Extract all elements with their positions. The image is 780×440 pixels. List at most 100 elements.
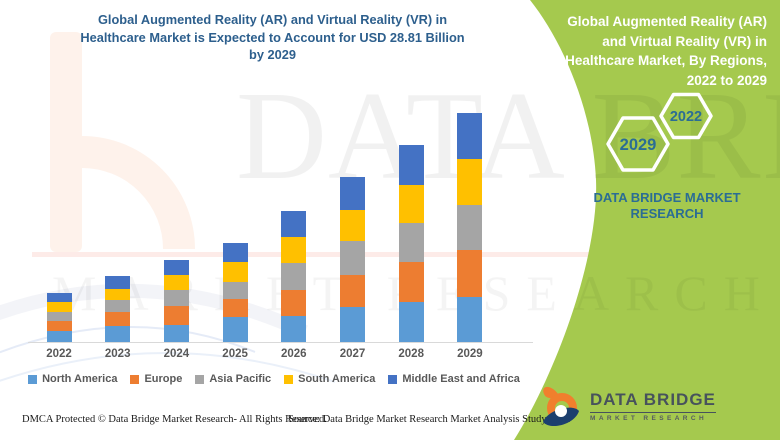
chart-title: Global Augmented Reality (AR) and Virtua… <box>0 11 545 64</box>
bar-2022-segment-asia-pacific <box>46 311 72 322</box>
logo-subtitle-text: MARKET RESEARCH <box>590 415 708 422</box>
bar-2024-segment-south-america <box>163 275 189 290</box>
bar-2028 <box>398 144 424 343</box>
x-axis-label-2026: 2026 <box>281 348 307 360</box>
bar-2024-segment-middle-east-and-africa <box>163 260 189 276</box>
bar-2029-segment-europe <box>457 250 483 298</box>
x-axis-label-2029: 2029 <box>457 348 483 360</box>
panel-heading-line-3: Healthcare Market, By Regions, <box>565 53 767 68</box>
x-axis-label-2024: 2024 <box>163 348 190 360</box>
legend-swatch-icon <box>388 374 398 384</box>
legend-label: Middle East and Africa <box>402 373 520 385</box>
panel-heading: Global Augmented Reality (AR) and Virtua… <box>529 12 767 90</box>
hexagon-2022 <box>659 92 713 140</box>
bar-2025-segment-middle-east-and-africa <box>222 243 248 263</box>
bar-2026 <box>281 211 307 343</box>
legend-label: South America <box>298 373 376 385</box>
bar-2026-segment-europe <box>281 290 307 317</box>
hexagon-2022-label: 2022 <box>670 109 702 125</box>
bar-2027-segment-north-america <box>340 307 365 343</box>
panel-brand-name: DATA BRIDGE MARKET RESEARCH <box>578 190 756 222</box>
legend-item-asia-pacific: Asia Pacific <box>195 373 271 385</box>
x-axis-label-2028: 2028 <box>398 348 424 360</box>
x-axis-line <box>28 342 533 343</box>
chart-title-line-3: by 2029 <box>249 47 296 62</box>
bar-2026-segment-south-america <box>281 237 307 264</box>
bar-2025 <box>222 243 248 343</box>
bar-2027-segment-south-america <box>340 209 365 241</box>
x-axis-label-2027: 2027 <box>339 348 366 360</box>
bar-2022 <box>46 293 72 343</box>
bar-2029 <box>457 112 483 343</box>
chart-title-line-2: Healthcare Market is Expected to Account… <box>80 29 465 45</box>
bar-2024 <box>163 260 189 343</box>
legend-swatch-icon <box>28 374 38 384</box>
bar-2029-segment-middle-east-and-africa <box>457 112 483 159</box>
bar-2029-segment-south-america <box>457 158 483 205</box>
legend-item-middle-east-and-africa: Middle East and Africa <box>388 373 520 385</box>
bar-2027-segment-asia-pacific <box>340 240 365 275</box>
panel-heading-line-2: and Virtual Reality (VR) in <box>602 33 767 49</box>
panel-heading-line-1: Global Augmented Reality (AR) <box>567 14 767 29</box>
bar-2028-segment-middle-east-and-africa <box>398 144 424 185</box>
bar-2028-segment-asia-pacific <box>398 223 424 263</box>
bar-2024-segment-north-america <box>163 325 189 343</box>
bar-2025-segment-south-america <box>222 262 248 282</box>
x-axis-label-2022: 2022 <box>46 348 72 360</box>
bar-2022-segment-south-america <box>46 301 72 312</box>
bar-2025-segment-north-america <box>222 317 248 343</box>
legend-item-north-america: North America <box>28 373 117 385</box>
bar-2023-segment-asia-pacific <box>105 300 131 312</box>
bar-2024-segment-europe <box>163 306 189 326</box>
bar-2022-segment-north-america <box>46 331 72 343</box>
bar-2027-segment-middle-east-and-africa <box>340 177 365 210</box>
bar-2023-segment-north-america <box>105 326 131 343</box>
legend-item-europe: Europe <box>130 373 182 385</box>
panel-brand-line-1: DATA BRIDGE MARKET <box>593 190 741 205</box>
bar-2025-segment-europe <box>222 299 248 318</box>
logo-name-text: DATA BRIDGE <box>590 390 716 413</box>
legend-label: North America <box>42 373 118 385</box>
footer-source-text: Source: Data Bridge Market Research Mark… <box>288 414 571 425</box>
bar-2029-segment-north-america <box>457 297 483 343</box>
hexagon-2029-label: 2029 <box>620 136 657 154</box>
x-axis-label-2025: 2025 <box>222 348 248 360</box>
legend-swatch-icon <box>195 374 205 384</box>
footer-dmca-text: DMCA Protected © Data Bridge Market Rese… <box>22 414 327 425</box>
bar-2023-segment-south-america <box>105 289 131 301</box>
panel-brand-line-2: RESEARCH <box>630 206 704 221</box>
bar-2023 <box>105 276 131 343</box>
data-bridge-logo: DATA BRIDGE MARKET RESEARCH <box>538 380 738 432</box>
bar-2028-segment-europe <box>398 262 424 303</box>
data-bridge-logo-icon <box>543 386 579 427</box>
chart-title-line-1: Global Augmented Reality (AR) and Virtua… <box>97 12 448 27</box>
bar-2028-segment-south-america <box>398 184 424 224</box>
bar-2026-segment-middle-east-and-africa <box>281 211 307 238</box>
panel-heading-line-4: 2022 to 2029 <box>686 72 767 88</box>
legend-swatch-icon <box>130 374 140 384</box>
bar-2025-segment-asia-pacific <box>222 281 248 300</box>
legend-label: Europe <box>144 373 183 385</box>
bar-2029-segment-asia-pacific <box>457 204 483 251</box>
bar-2023-segment-middle-east-and-africa <box>105 276 131 290</box>
legend-item-south-america: South America <box>284 373 375 385</box>
legend-swatch-icon <box>284 374 294 384</box>
bar-2028-segment-north-america <box>398 302 424 343</box>
bar-2022-segment-europe <box>46 321 72 332</box>
bar-2024-segment-asia-pacific <box>163 289 189 307</box>
watermark-accent-line <box>32 252 614 257</box>
legend-label: Asia Pacific <box>209 373 272 385</box>
bar-2026-segment-asia-pacific <box>281 263 307 291</box>
bar-2022-segment-middle-east-and-africa <box>46 293 72 302</box>
hexagon-2029 <box>606 116 670 172</box>
bar-2026-segment-north-america <box>281 316 307 343</box>
chart-legend: North America Europe Asia Pacific South Ame… <box>0 373 548 385</box>
bar-2027-segment-europe <box>340 274 365 308</box>
bar-2023-segment-europe <box>105 311 131 327</box>
x-axis-label-2023: 2023 <box>104 348 131 360</box>
